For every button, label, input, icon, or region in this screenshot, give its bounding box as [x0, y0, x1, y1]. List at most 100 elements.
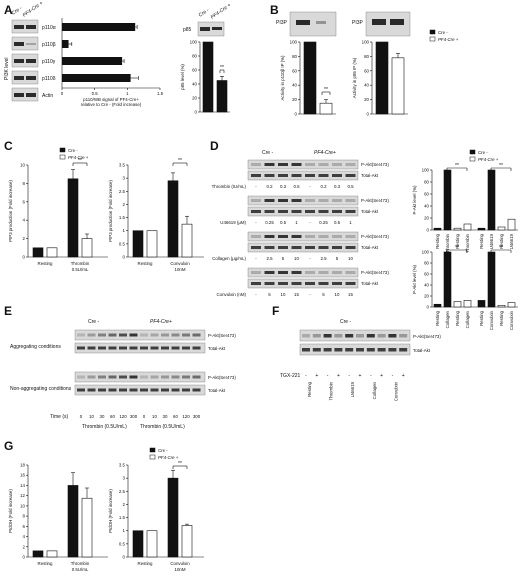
x-tick-label: 0.5 [92, 91, 99, 96]
y-tick-label: 0 [23, 255, 26, 260]
blot-label: PI3P [352, 20, 364, 26]
y-tick-label: 0 [23, 555, 26, 560]
band [87, 388, 96, 392]
band [278, 271, 288, 274]
dose-label: - [309, 184, 311, 189]
sign-label: - [370, 373, 372, 379]
category-label: U46619 [489, 233, 494, 249]
dose-label: 5 [322, 292, 325, 297]
band [87, 346, 96, 350]
blot-strip [247, 231, 359, 242]
band [251, 271, 261, 274]
bar [497, 305, 506, 308]
dose-label: 10 [335, 292, 340, 297]
category-label: Resting [138, 561, 153, 566]
band [129, 375, 138, 379]
bar [32, 247, 44, 258]
band [264, 163, 275, 166]
band [129, 333, 138, 337]
band [129, 346, 138, 350]
sign-label: + [380, 373, 383, 379]
lane-label: Cre - [11, 5, 24, 16]
side-label: PI3K level [4, 57, 10, 80]
legend-swatch [429, 29, 436, 35]
thrombin-label: Thrombin (0.5U/mL) [82, 424, 127, 430]
bar [46, 550, 58, 558]
band [119, 346, 127, 350]
band [150, 333, 159, 337]
category-label: Convulxin [489, 310, 494, 330]
agonist-label: U46619 [350, 381, 355, 397]
panel-a-p85-blot: Cre - PF4-Cre + p85 [183, 2, 232, 37]
panel-g-legend: Cre - PF4-Cre + [149, 447, 179, 460]
band [312, 348, 321, 352]
band-label: Total-Akt [361, 209, 379, 214]
sign-label: + [359, 373, 362, 379]
dose-label: 15 [348, 292, 353, 297]
bar [453, 301, 462, 308]
band [264, 282, 275, 285]
band [318, 174, 329, 177]
band [388, 334, 397, 338]
bar [477, 227, 486, 231]
y-tick-label: 80 [424, 261, 429, 266]
y-tick-label: 2 [23, 236, 26, 241]
band [251, 235, 261, 238]
band [119, 333, 127, 337]
band [388, 348, 397, 352]
band-label: P-Akt(Ser473) [361, 234, 389, 239]
category-label: 10nM [175, 567, 186, 572]
band [291, 246, 302, 249]
band [318, 210, 329, 213]
band [318, 282, 329, 285]
band [356, 334, 364, 338]
category-label: Resting [499, 233, 504, 248]
bar [181, 525, 193, 558]
category-label: Resting [435, 233, 440, 248]
band [345, 271, 356, 274]
group-label: PF4-Cre+ [150, 319, 172, 325]
band [108, 375, 117, 379]
dose-label: 0.3 [334, 184, 341, 189]
bar [487, 251, 496, 308]
band [119, 375, 127, 379]
y-tick-label: 20 [192, 96, 197, 101]
band [305, 210, 315, 213]
dose-label: 0.5 [334, 220, 341, 225]
agonist-label: Convulxin (nM) [216, 292, 246, 297]
band [140, 375, 148, 379]
band [345, 235, 356, 238]
bar [463, 300, 472, 308]
dose-label: 2.5 [266, 256, 273, 261]
bar [202, 41, 214, 113]
band [98, 375, 106, 379]
band-label: P-Akt(Ser473) [361, 198, 389, 203]
panel-b-chart-1: 0 20 40 60 80 100 Activity in p110β IP (%) ** [280, 40, 336, 117]
time-label: Time (s) [50, 414, 68, 420]
y-tick-label: 0 [427, 305, 430, 310]
panel-g-chart-1: 0 2 4 6 8 10 12 14 16 18 PtdOH (Fold increase) Rest… [8, 463, 108, 572]
dose-label: 5 [336, 256, 339, 261]
category-label: Convulxin [170, 261, 190, 266]
category-label: Resting [38, 261, 53, 266]
legend-label: Cre - [478, 150, 488, 155]
bar [319, 102, 333, 115]
legend-swatch [469, 149, 476, 155]
panel-c-chart-2: 0 0.5 1 1.5 2 2.5 3 3.5 PIP3 production (Fold in… [108, 158, 204, 272]
band-label: P-Akt(Ser473) [208, 333, 236, 338]
band [305, 271, 315, 274]
agonist-label: Collagen (μg/mL) [212, 256, 246, 261]
time-tick-label: 120 [182, 414, 190, 419]
bar [81, 238, 93, 258]
dose-label: 0.5 [280, 220, 287, 225]
y-tick-label: 80 [192, 54, 197, 59]
time-tick-label: 10 [89, 414, 94, 419]
band [264, 199, 275, 202]
dose-label: 10 [294, 256, 299, 261]
legend-label: Cre - [68, 148, 78, 153]
band [318, 199, 329, 202]
y-tick-label: 2 [123, 502, 126, 507]
band [323, 334, 332, 338]
y-tick-label: 2 [123, 202, 126, 207]
y-axis-label: PIP3 production (Fold increase) [108, 180, 113, 242]
